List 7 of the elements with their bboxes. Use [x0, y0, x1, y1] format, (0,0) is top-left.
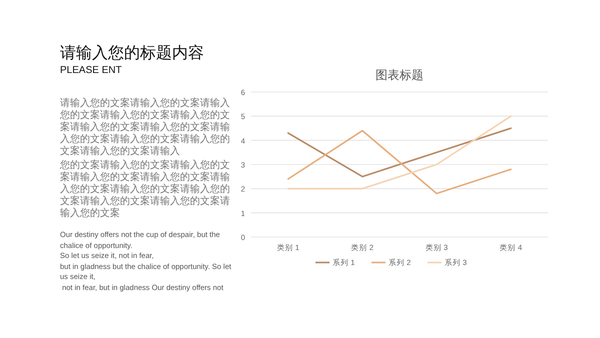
text: PLEASE ENT — [60, 64, 123, 78]
line-series — [287, 127, 512, 178]
text: 请输入您的标题内容 — [60, 44, 205, 64]
text: 您的文案请输入您的文案请输入您的文案请输入您的文案请输入您的文案请输入您的文案请输入您的文案请输入您的文案请输入您的文案请输入您的文案请输入您的文案 — [60, 160, 231, 220]
text: 请输入您的文案请输入您的文案请输入您的文案请输入您的文案请输入您的文案请输入您的文案请输入您的文案请输入您的文案请输入您的文案请输入您的文案请输入您的文案请输入 — [60, 98, 231, 158]
chart-title: 图表标题 — [376, 68, 424, 82]
line-series — [287, 130, 512, 194]
